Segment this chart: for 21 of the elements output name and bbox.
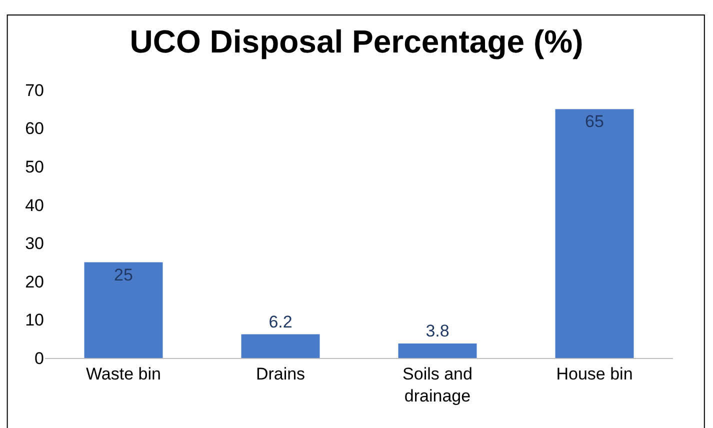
- x-tick-label: Drains: [256, 364, 306, 384]
- y-tick-label: 40: [25, 196, 44, 215]
- y-tick-label: 70: [25, 80, 44, 100]
- y-tick-label: 30: [25, 234, 44, 254]
- x-tick-label: House bin: [556, 364, 633, 384]
- bar: [555, 109, 634, 358]
- x-tick-label: Waste bin: [86, 364, 161, 384]
- y-tick-label: 50: [25, 158, 44, 177]
- bar: [398, 343, 477, 358]
- y-tick-label: 10: [25, 310, 44, 330]
- x-tick-label: Soils and drainage: [402, 364, 472, 406]
- y-tick-label: 0: [34, 348, 44, 368]
- bar: [84, 262, 163, 358]
- y-tick-label: 60: [25, 119, 44, 138]
- data-label: 3.8: [426, 321, 450, 340]
- y-tick-label: 20: [25, 272, 44, 292]
- chart-title: UCO Disposal Percentage (%): [130, 23, 584, 60]
- data-label: 6.2: [268, 312, 292, 332]
- bar: [241, 334, 320, 358]
- data-label: 65: [585, 112, 604, 132]
- data-label: 25: [114, 265, 133, 284]
